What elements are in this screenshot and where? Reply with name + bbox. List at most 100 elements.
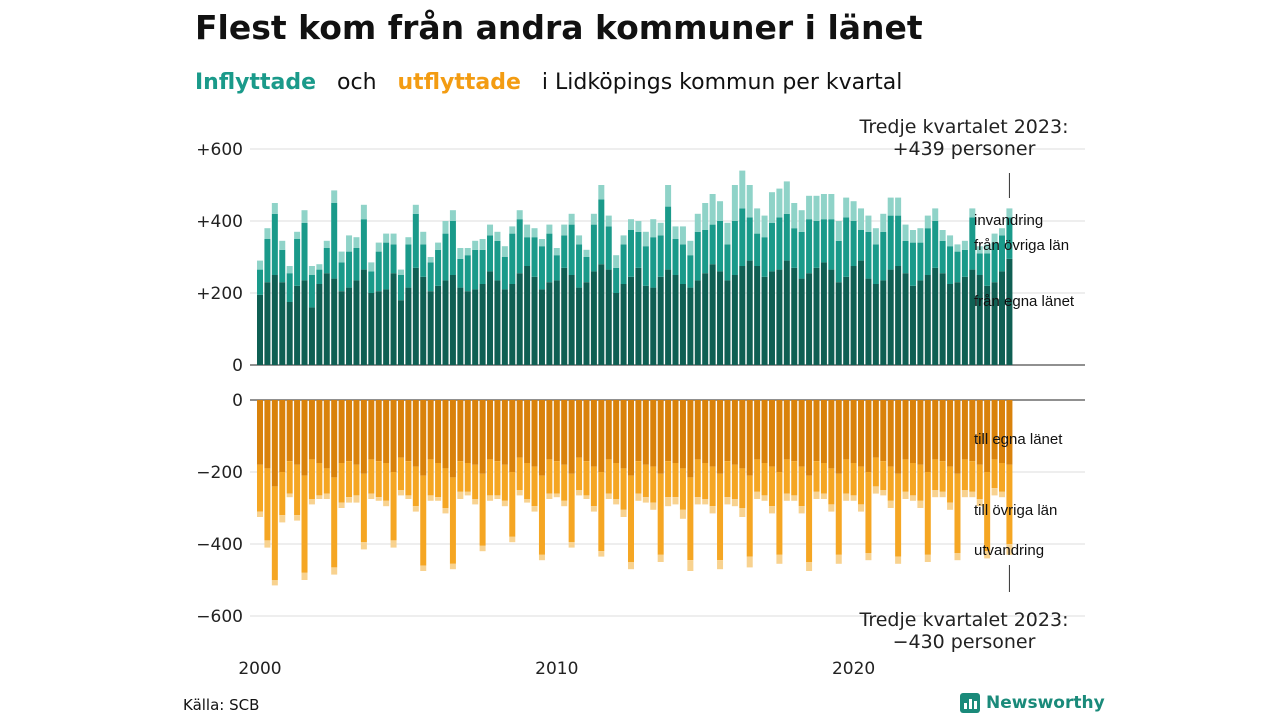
bar-out-1	[754, 459, 761, 492]
bar-out-2	[308, 499, 315, 505]
bar-out-0	[628, 400, 634, 476]
bar-out-1	[791, 461, 798, 496]
bar-out-2	[368, 493, 375, 499]
bar-in-1	[323, 248, 330, 274]
bar-in-2	[672, 226, 679, 239]
bar-out-2	[316, 495, 323, 499]
bar-in-0	[553, 280, 560, 365]
bar-out-0	[909, 400, 916, 463]
brand-name: Newsworthy	[986, 693, 1105, 713]
bar-out-2	[427, 495, 434, 501]
bar-out-2	[858, 504, 865, 512]
bar-in-0	[872, 284, 879, 365]
bar-in-1	[568, 224, 575, 275]
bar-out-1	[746, 475, 753, 557]
bar-in-0	[397, 300, 404, 365]
bar-in-2	[887, 197, 894, 216]
bar-out-1	[257, 464, 263, 512]
bar-in-2	[553, 248, 560, 256]
bar-in-1	[553, 255, 560, 281]
bar-in-2	[397, 269, 404, 275]
bar-in-1	[301, 222, 308, 281]
bar-in-1	[620, 244, 627, 284]
bar-in-1	[909, 242, 916, 286]
bar-in-1	[442, 233, 449, 281]
bar-in-1	[954, 251, 961, 283]
bar-in-1	[427, 262, 434, 292]
bar-out-1	[531, 466, 538, 507]
bar-out-1	[642, 464, 649, 498]
bar-in-1	[917, 242, 924, 281]
bar-in-1	[895, 215, 902, 266]
bar-in-2	[412, 204, 419, 214]
bar-in-1	[605, 226, 612, 270]
bar-out-0	[887, 400, 894, 467]
bar-in-2	[501, 246, 508, 257]
bar-out-0	[642, 400, 649, 465]
bar-out-2	[702, 499, 709, 505]
bar-out-1	[338, 463, 345, 503]
bar-out-0	[761, 400, 768, 463]
bar-out-0	[598, 400, 605, 472]
bar-out-1	[620, 468, 627, 510]
bar-out-1	[776, 472, 783, 555]
bar-out-2	[286, 493, 293, 498]
bar-out-2	[353, 495, 360, 503]
bar-in-0	[598, 264, 605, 365]
bar-out-2	[590, 506, 597, 512]
bar-out-1	[494, 461, 501, 496]
bar-in-2	[487, 224, 494, 236]
bar-in-1	[739, 208, 746, 266]
series-label-top: från egna länet	[974, 293, 1075, 310]
bar-out-1	[279, 472, 286, 516]
bar-in-1	[984, 253, 991, 286]
bar-out-2	[717, 560, 724, 570]
series-label-top: invandring	[974, 212, 1043, 229]
bar-out-2	[739, 508, 746, 517]
bar-in-2	[568, 213, 575, 225]
bar-in-2	[858, 208, 865, 230]
bar-out-1	[583, 461, 590, 496]
bar-out-1	[405, 461, 412, 496]
bar-in-1	[360, 219, 367, 270]
bar-out-1	[739, 468, 746, 508]
bar-in-2	[516, 210, 523, 220]
bar-out-1	[472, 464, 479, 499]
bar-in-0	[642, 285, 649, 365]
bar-out-2	[865, 553, 872, 561]
bar-in-2	[383, 233, 390, 243]
bar-in-0	[271, 275, 278, 365]
annotation-bottom-headline: Tredje kvartalet 2023:	[859, 609, 1069, 631]
bar-out-1	[880, 461, 887, 490]
bar-in-0	[880, 280, 887, 365]
bar-in-1	[880, 231, 887, 281]
bar-in-2	[613, 255, 620, 268]
bar-out-1	[991, 459, 998, 489]
annotation-top-headline: Tredje kvartalet 2023:	[859, 116, 1069, 138]
bar-out-0	[746, 400, 753, 476]
bar-in-1	[397, 275, 404, 301]
bar-out-0	[375, 400, 382, 462]
bar-out-0	[717, 400, 724, 474]
bar-out-0	[999, 400, 1005, 463]
annotation-top-value: +439 personer	[893, 138, 1036, 160]
bar-in-2	[628, 219, 634, 230]
bar-out-0	[397, 400, 404, 458]
bar-in-0	[768, 271, 775, 365]
bar-out-2	[954, 553, 961, 561]
bar-in-2	[880, 213, 887, 232]
bar-out-0	[739, 400, 746, 469]
bar-out-1	[976, 464, 983, 499]
bar-in-0	[776, 269, 783, 365]
bar-out-0	[323, 400, 330, 469]
bar-out-1	[501, 464, 508, 501]
bar-in-0	[613, 293, 620, 365]
bar-out-1	[590, 466, 597, 507]
bar-in-2	[702, 203, 709, 230]
bar-out-0	[286, 400, 293, 462]
bar-in-1	[798, 231, 805, 279]
bar-out-2	[731, 499, 738, 507]
bar-in-2	[331, 190, 338, 203]
bar-out-1	[360, 473, 367, 543]
bar-out-2	[679, 509, 686, 519]
